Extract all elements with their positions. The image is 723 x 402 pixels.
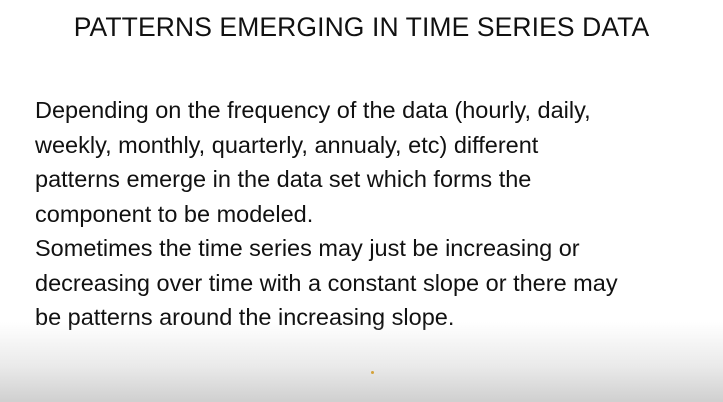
body-line: decreasing over time with a constant slo… [35, 269, 618, 296]
slide-body: Depending on the frequency of the data (… [35, 93, 715, 335]
body-line: patterns emerge in the data set which fo… [35, 166, 532, 192]
body-line: Sometimes the time series may just be in… [35, 235, 580, 261]
slide-title: PATTERNS EMERGING IN TIME SERIES DATA [73, 12, 650, 42]
body-line: component to be modeled. [35, 200, 314, 227]
body-line: Depending on the frequency of the data (… [35, 97, 591, 123]
bottom-shadow [0, 322, 723, 402]
pointer-dot [371, 371, 374, 374]
body-line: weekly, monthly, quarterly, annualy, etc… [35, 131, 539, 158]
